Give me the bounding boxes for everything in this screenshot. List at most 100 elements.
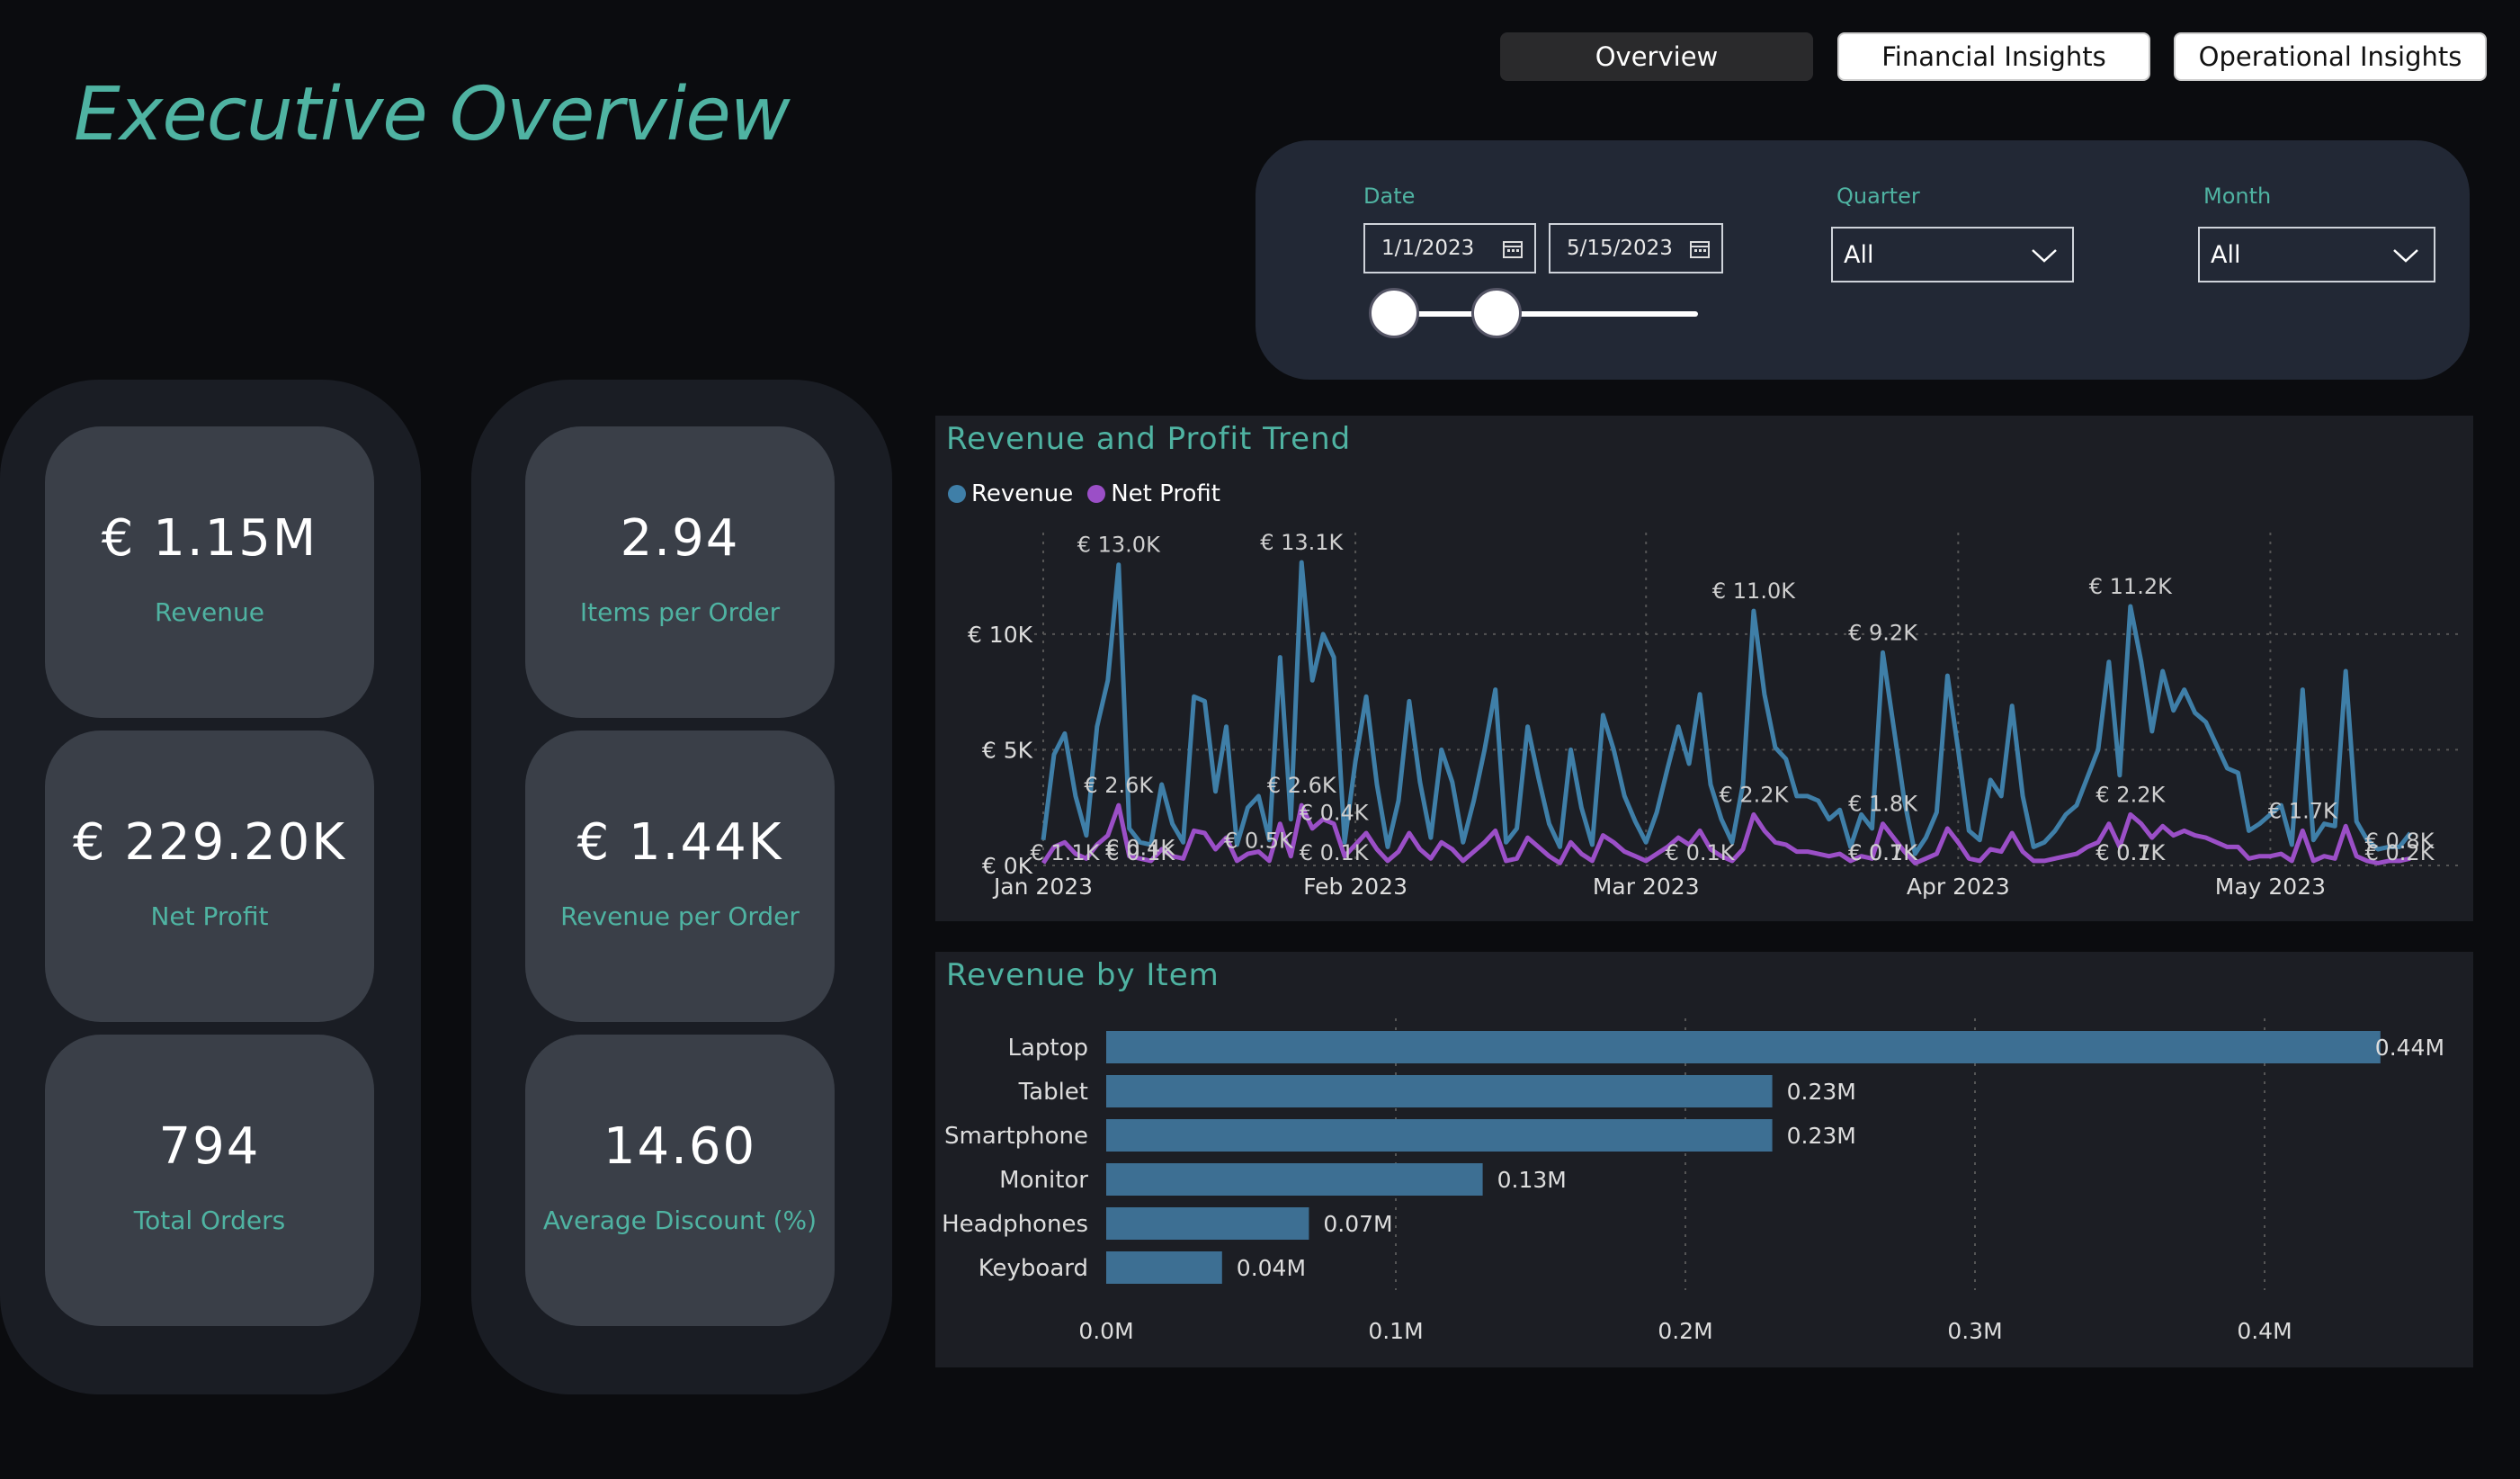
tab-operational-insights[interactable]: Operational Insights <box>2174 32 2487 81</box>
value-label: 0.44M <box>2375 1035 2444 1061</box>
data-label: € 2.2K <box>2096 782 2166 807</box>
data-label: € 1.8K <box>1848 792 1918 817</box>
data-label: € 0.5K <box>1224 829 1294 854</box>
data-label: € 0.1K <box>1666 840 1736 865</box>
date-slider-start-handle[interactable] <box>1369 288 1419 338</box>
kpi-card-revenue-per-order: € 1.44K Revenue per Order <box>525 731 835 1022</box>
kpi-value: € 1.44K <box>576 813 783 872</box>
kpi-card-average-discount: 14.60 Average Discount (%) <box>525 1035 835 1326</box>
x-tick-label: Jan 2023 <box>992 874 1093 900</box>
series-line-revenue <box>1041 560 2412 856</box>
bar-monitor[interactable] <box>1106 1163 1483 1196</box>
kpi-card-total-orders: 794 Total Orders <box>45 1035 374 1326</box>
bar-headphones[interactable] <box>1106 1207 1309 1240</box>
kpi-label: Average Discount (%) <box>542 1206 818 1235</box>
bar-tablet[interactable] <box>1106 1075 1773 1107</box>
data-label: € 11.0K <box>1712 578 1796 604</box>
kpi-card-items-per-order: 2.94 Items per Order <box>525 426 835 718</box>
page-title: Executive Overview <box>74 72 791 157</box>
calendar-icon[interactable] <box>1502 238 1524 260</box>
legend-label: Revenue <box>971 480 1074 507</box>
line-chart-plot: € 0K € 5K € 10K Jan 2023 Feb 2023 Mar 2023 Apr… <box>968 530 2464 900</box>
data-label: € 2.6K <box>1084 773 1154 798</box>
legend-item-revenue[interactable]: Revenue <box>948 480 1073 507</box>
value-label: 0.23M <box>1787 1079 1856 1105</box>
data-label: € 9.2K <box>1848 620 1918 645</box>
data-label: € 0.7K <box>1848 840 1918 865</box>
x-tick-label: 0.2M <box>1658 1318 1712 1344</box>
data-label: € 0.1K <box>1300 840 1370 865</box>
kpi-value: 794 <box>158 1117 261 1176</box>
bar-chart-plot: 0.0M 0.1M 0.2M 0.3M 0.4M Laptop 0.44M Tablet 0.2… <box>942 1018 2444 1344</box>
x-tick-label: 0.4M <box>2237 1318 2292 1344</box>
quarter-filter-label: Quarter <box>1836 184 1920 209</box>
chart-legend: Revenue Net Profit <box>948 480 1229 507</box>
chart-title: Revenue by Item <box>946 957 1220 993</box>
value-label: 0.07M <box>1323 1211 1392 1237</box>
quarter-dropdown[interactable]: All <box>1831 227 2074 282</box>
data-label: € 0.1K <box>1848 840 1918 865</box>
category-label: Tablet <box>1018 1079 1088 1106</box>
date-filter-label: Date <box>1363 184 1416 209</box>
date-slider-track[interactable] <box>1394 311 1698 317</box>
data-label: € 11.2K <box>2089 574 2173 599</box>
x-tick-label: Mar 2023 <box>1593 874 1700 900</box>
data-label: € 0.1K <box>2096 840 2166 865</box>
date-end-value: 5/15/2023 <box>1567 237 1673 260</box>
category-label: Laptop <box>1007 1035 1088 1062</box>
bar-keyboard[interactable] <box>1106 1251 1222 1284</box>
legend-dot-icon <box>1087 485 1106 503</box>
kpi-label: Revenue <box>155 597 264 627</box>
date-end-input[interactable]: 5/15/2023 <box>1549 223 1723 273</box>
data-label: € 0.7K <box>2096 840 2166 865</box>
category-label: Smartphone <box>944 1123 1088 1150</box>
data-label: € 0.1K <box>1105 840 1175 865</box>
kpi-value: 2.94 <box>620 509 740 568</box>
kpi-value: € 1.15M <box>101 509 318 568</box>
y-tick-label: € 10K <box>968 622 1033 648</box>
value-label: 0.04M <box>1237 1255 1306 1281</box>
data-label: € 1.1K <box>1031 840 1101 865</box>
revenue-by-item-chart: Revenue by Item 0.0M 0.1M 0.2M 0.3M 0.4M Lapt… <box>935 952 2473 1367</box>
date-start-value: 1/1/2023 <box>1381 237 1475 260</box>
x-tick-label: Apr 2023 <box>1907 874 2010 900</box>
y-tick-label: € 0K <box>982 853 1033 879</box>
calendar-icon[interactable] <box>1689 238 1711 260</box>
series-line-net-profit <box>1041 802 2411 865</box>
data-label: € 0.4K <box>1300 801 1370 826</box>
data-label: € 0.8K <box>2365 829 2435 854</box>
month-filter-label: Month <box>2203 184 2272 209</box>
kpi-label: Revenue per Order <box>560 901 800 931</box>
value-label: 0.23M <box>1787 1123 1856 1149</box>
kpi-label: Total Orders <box>133 1206 286 1235</box>
legend-item-net-profit[interactable]: Net Profit <box>1087 480 1220 507</box>
x-tick-label: Feb 2023 <box>1303 874 1407 900</box>
x-tick-label: May 2023 <box>2215 874 2326 900</box>
legend-label: Net Profit <box>1111 480 1220 507</box>
category-label: Monitor <box>999 1167 1088 1194</box>
data-label: € 2.2K <box>1720 782 1790 807</box>
date-slider-end-handle[interactable] <box>1471 288 1522 338</box>
data-label: € 0.2K <box>2365 840 2435 865</box>
data-label: € 13.0K <box>1077 533 1161 558</box>
bar-smartphone[interactable] <box>1106 1119 1773 1152</box>
tab-overview[interactable]: Overview <box>1500 32 1813 81</box>
kpi-value: € 229.20K <box>72 813 347 872</box>
chevron-down-icon <box>2393 249 2418 263</box>
x-tick-label: 0.3M <box>1947 1318 2002 1344</box>
kpi-label: Items per Order <box>579 597 781 627</box>
revenue-profit-trend-chart: Revenue and Profit Trend Revenue Net Pro… <box>935 416 2473 921</box>
value-label: 0.13M <box>1497 1167 1567 1193</box>
data-label: € 2.6K <box>1267 773 1337 798</box>
y-tick-label: € 5K <box>982 737 1033 763</box>
kpi-card-revenue: € 1.15M Revenue <box>45 426 374 718</box>
kpi-value: 14.60 <box>603 1117 757 1176</box>
tab-financial-insights[interactable]: Financial Insights <box>1837 32 2150 81</box>
date-start-input[interactable]: 1/1/2023 <box>1363 223 1536 273</box>
kpi-card-net-profit: € 229.20K Net Profit <box>45 731 374 1022</box>
month-dropdown[interactable]: All <box>2198 227 2435 282</box>
bar-laptop[interactable] <box>1106 1031 2381 1063</box>
kpi-label: Net Profit <box>150 901 269 931</box>
data-label: € 13.1K <box>1260 530 1344 555</box>
filter-panel <box>1256 140 2470 380</box>
